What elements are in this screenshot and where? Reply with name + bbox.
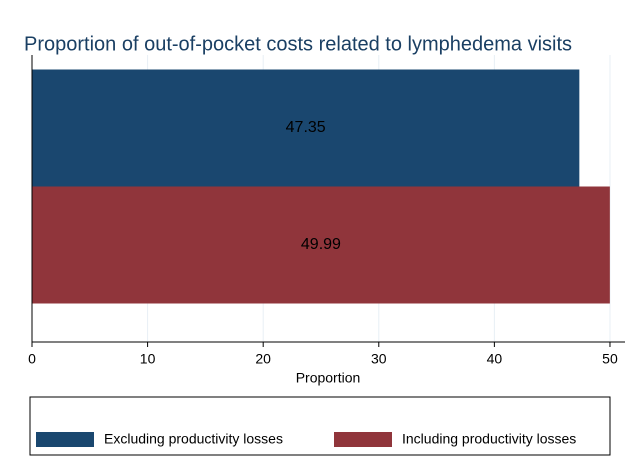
legend-label: Including productivity losses [402,431,576,447]
bar [32,186,610,304]
legend-swatch [36,432,94,447]
x-tick-label: 40 [487,351,503,367]
value-label: 49.99 [301,236,341,253]
chart-title: Proportion of out-of-pocket costs relate… [24,33,572,55]
legend-label: Excluding productivity losses [104,431,283,447]
x-tick-label: 50 [602,351,618,367]
legend-swatch [334,432,392,447]
x-axis-label: Proportion [296,370,361,386]
x-tick-label: 20 [255,351,271,367]
legend-box [29,396,611,456]
x-tick-label: 30 [371,351,387,367]
x-tick-label: 10 [140,351,156,367]
x-tick-label: 0 [28,351,36,367]
bar [32,69,580,187]
value-label: 47.35 [286,119,326,136]
